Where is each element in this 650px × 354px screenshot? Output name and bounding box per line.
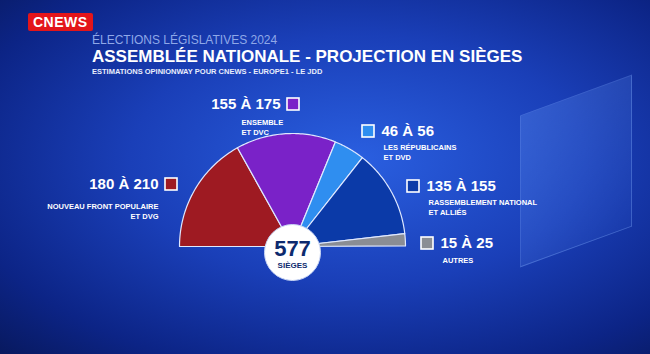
svg-text:LES RÉPUBLICAINSET DVD: LES RÉPUBLICAINSET DVD: [384, 143, 457, 162]
html-text:CNEWS: CNEWS: [33, 14, 88, 30]
html-text:ÉLECTIONS LÉGISLATIVES 2024: ÉLECTIONS LÉGISLATIVES 2024: [92, 33, 278, 47]
html-text:ASSEMBLÉE NATIONALE - PROJECTI: ASSEMBLÉE NATIONALE - PROJECTION EN SIÈG…: [92, 47, 523, 66]
svg-text:RASSEMBLEMENT NATIONALET ALLIÉ: RASSEMBLEMENT NATIONALET ALLIÉS: [429, 198, 538, 217]
svg-text:180 À 210: 180 À 210: [89, 175, 158, 192]
svg-text:ENSEMBLEET DVC: ENSEMBLEET DVC: [242, 118, 284, 137]
svg-text:15 À 25: 15 À 25: [441, 234, 494, 251]
svg-text:SIÈGES: SIÈGES: [278, 261, 308, 270]
svg-text:135 À 155: 135 À 155: [427, 177, 496, 194]
svg-text:AUTRES: AUTRES: [443, 256, 474, 265]
svg-text:155 À 175: 155 À 175: [211, 95, 280, 112]
html-text:ESTIMATIONS OPINIONWAY POUR CN: ESTIMATIONS OPINIONWAY POUR CNEWS - EURO…: [92, 67, 323, 76]
svg-text:577: 577: [274, 236, 311, 261]
svg-text:NOUVEAU FRONT POPULAIREET DVG: NOUVEAU FRONT POPULAIREET DVG: [47, 202, 158, 221]
svg-text:46 À 56: 46 À 56: [382, 122, 435, 139]
